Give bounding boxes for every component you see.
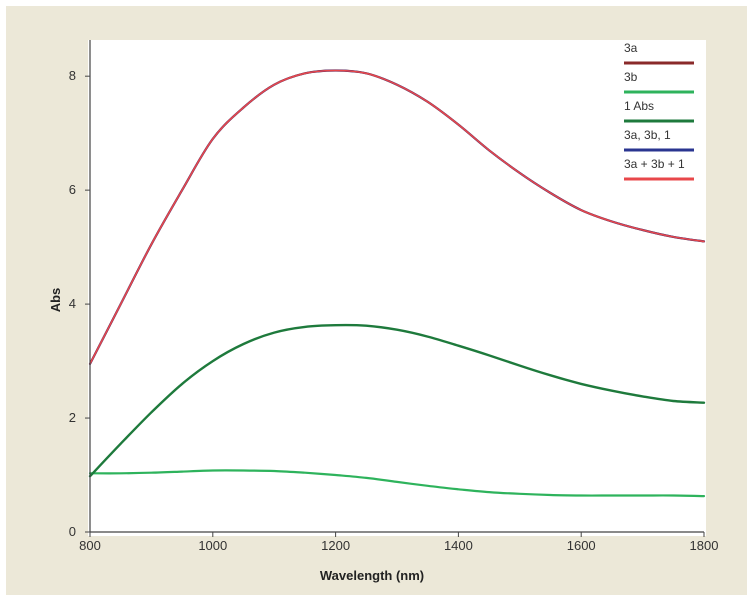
series-line-2 (88, 469, 706, 498)
legend-label: 3a, 3b, 1 (624, 128, 671, 142)
x-tick-label: 1600 (567, 538, 596, 553)
legend-label: 1 Abs (624, 99, 654, 113)
y-tick-label: 6 (69, 182, 76, 197)
y-axis-title: Abs (48, 288, 63, 313)
series-line-5 (89, 69, 705, 365)
axes-layer (89, 40, 704, 533)
legend-label: 3a + 3b + 1 (624, 157, 685, 171)
x-tick-label: 800 (79, 538, 101, 553)
y-tick-label: 8 (69, 68, 76, 83)
legend: 3a 3b 1 Abs 3a, 3b, 1 3a + 3b + 1 (624, 41, 694, 181)
y-tick-label: 0 (69, 524, 76, 539)
x-axis-title: Wavelength (nm) (320, 568, 424, 583)
ticks-layer: 800 1000 1200 1400 1600 1800 0 2 4 6 8 (69, 68, 719, 553)
plot-area (88, 40, 706, 536)
series-line-3 (88, 323, 706, 478)
x-tick-label: 1800 (690, 538, 719, 553)
legend-label: 3a (624, 41, 638, 55)
x-tick-label: 1400 (444, 538, 473, 553)
y-tick-label: 2 (69, 410, 76, 425)
series-line-1 (88, 69, 706, 365)
series-line-4 (89, 69, 705, 365)
x-tick-label: 1000 (198, 538, 227, 553)
y-tick-label: 4 (69, 296, 76, 311)
series-layer (88, 69, 706, 498)
legend-label: 3b (624, 70, 638, 84)
x-tick-label: 1200 (321, 538, 350, 553)
